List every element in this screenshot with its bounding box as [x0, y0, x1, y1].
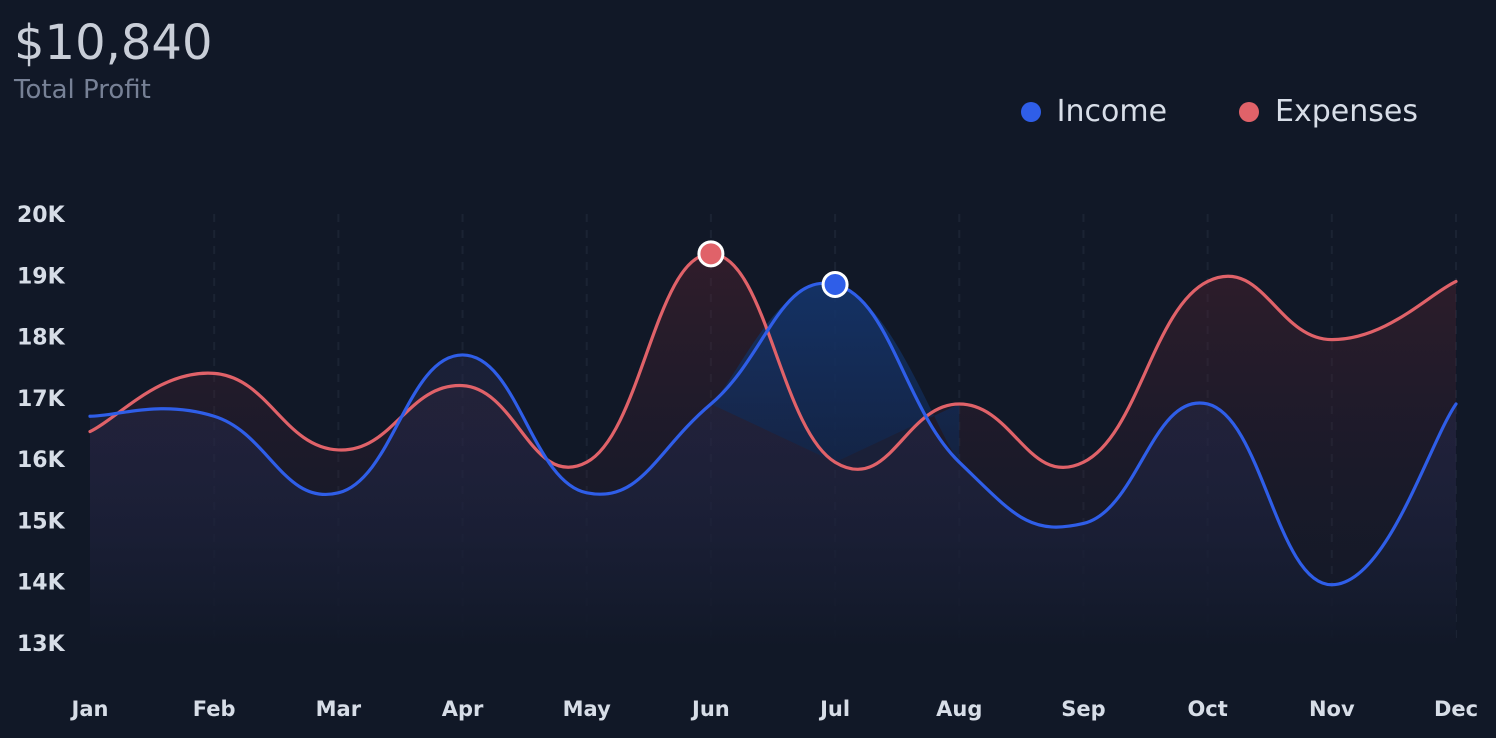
y-tick-20k: 20K [17, 203, 66, 228]
chart-areas [90, 253, 1456, 647]
chart-legend: Income Expenses [1020, 94, 1418, 129]
income-area [90, 283, 1456, 646]
chart-lines [88, 252, 1458, 587]
x-tick-feb: Feb [193, 697, 236, 721]
y-tick-19k: 19K [17, 264, 66, 289]
total-profit-value: $10,840 [14, 15, 213, 71]
x-axis: Jan Feb Mar Apr May Jun Jul Aug Sep Oct Nov Dec [70, 697, 1479, 721]
total-profit-label: Total Profit [14, 75, 151, 105]
expenses-highlight-point[interactable] [697, 240, 725, 268]
y-tick-17k: 17K [17, 387, 66, 412]
x-tick-jul: Jul [818, 697, 850, 721]
income-line[interactable] [88, 281, 1458, 587]
income-highlight-point[interactable] [821, 270, 849, 298]
expenses-legend-dot [1239, 101, 1260, 122]
y-tick-18k: 18K [17, 326, 66, 351]
y-tick-14k: 14K [17, 571, 66, 596]
x-tick-apr: Apr [442, 697, 484, 721]
expenses-line[interactable] [88, 252, 1458, 471]
x-tick-oct: Oct [1187, 697, 1227, 721]
income-legend-dot [1020, 101, 1041, 122]
x-tick-jun: Jun [690, 697, 730, 721]
y-tick-16k: 16K [17, 448, 66, 473]
profit-summary: $10,840 Total Profit [14, 14, 213, 106]
x-tick-jan: Jan [70, 697, 109, 721]
x-tick-dec: Dec [1434, 697, 1478, 721]
highlight-points [697, 240, 849, 298]
legend-item-expenses[interactable]: Expenses [1239, 94, 1418, 129]
y-tick-13k: 13K [17, 632, 66, 657]
x-tick-mar: Mar [316, 697, 362, 721]
income-peak-area [710, 283, 960, 463]
y-tick-15k: 15K [17, 509, 66, 534]
x-tick-aug: Aug [936, 697, 982, 721]
y-axis: 20K 19K 18K 17K 16K 15K 14K 13K [17, 203, 66, 657]
legend-label-expenses: Expenses [1275, 94, 1418, 129]
x-tick-nov: Nov [1309, 697, 1355, 721]
legend-label-income: Income [1056, 94, 1168, 129]
x-tick-sep: Sep [1061, 697, 1105, 721]
x-tick-may: May [563, 697, 611, 721]
legend-item-income[interactable]: Income [1020, 94, 1168, 129]
